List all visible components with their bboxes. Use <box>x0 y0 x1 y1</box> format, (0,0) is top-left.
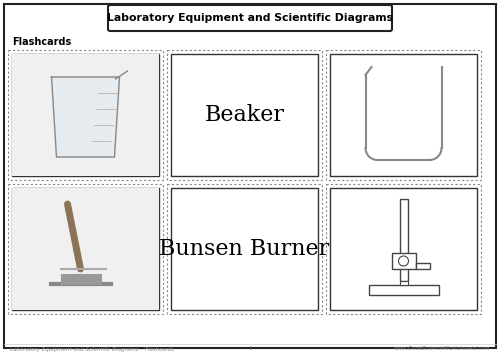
Bar <box>12 188 159 310</box>
Bar <box>392 253 415 269</box>
Text: Flashcards: Flashcards <box>12 37 72 47</box>
Text: Beaker: Beaker <box>204 104 284 126</box>
Text: Laboratory Equipment and Scientific Diagrams: Laboratory Equipment and Scientific Diag… <box>107 13 393 23</box>
Bar <box>326 50 481 180</box>
FancyBboxPatch shape <box>108 5 392 31</box>
Bar <box>12 54 159 176</box>
Bar <box>171 188 318 310</box>
Text: Laboratory Equipment and Scientific Diagrams – Flashcards: Laboratory Equipment and Scientific Diag… <box>10 347 174 352</box>
Text: 1: 1 <box>248 347 252 352</box>
Bar <box>8 184 163 314</box>
Bar <box>416 263 430 269</box>
Bar <box>167 184 322 314</box>
Text: Bunsen Burner: Bunsen Burner <box>160 238 330 260</box>
Bar <box>368 285 438 295</box>
Bar <box>12 54 159 176</box>
Bar <box>167 50 322 180</box>
Polygon shape <box>52 77 120 157</box>
Bar <box>8 50 163 180</box>
Bar <box>330 54 477 176</box>
Bar <box>330 188 477 310</box>
Bar <box>171 54 318 176</box>
Circle shape <box>398 256 408 266</box>
Bar <box>326 184 481 314</box>
Bar <box>400 199 407 281</box>
Bar <box>12 188 159 310</box>
Text: www.GoodScienceWorksheets.com: www.GoodScienceWorksheets.com <box>394 347 490 352</box>
Bar <box>400 281 407 285</box>
